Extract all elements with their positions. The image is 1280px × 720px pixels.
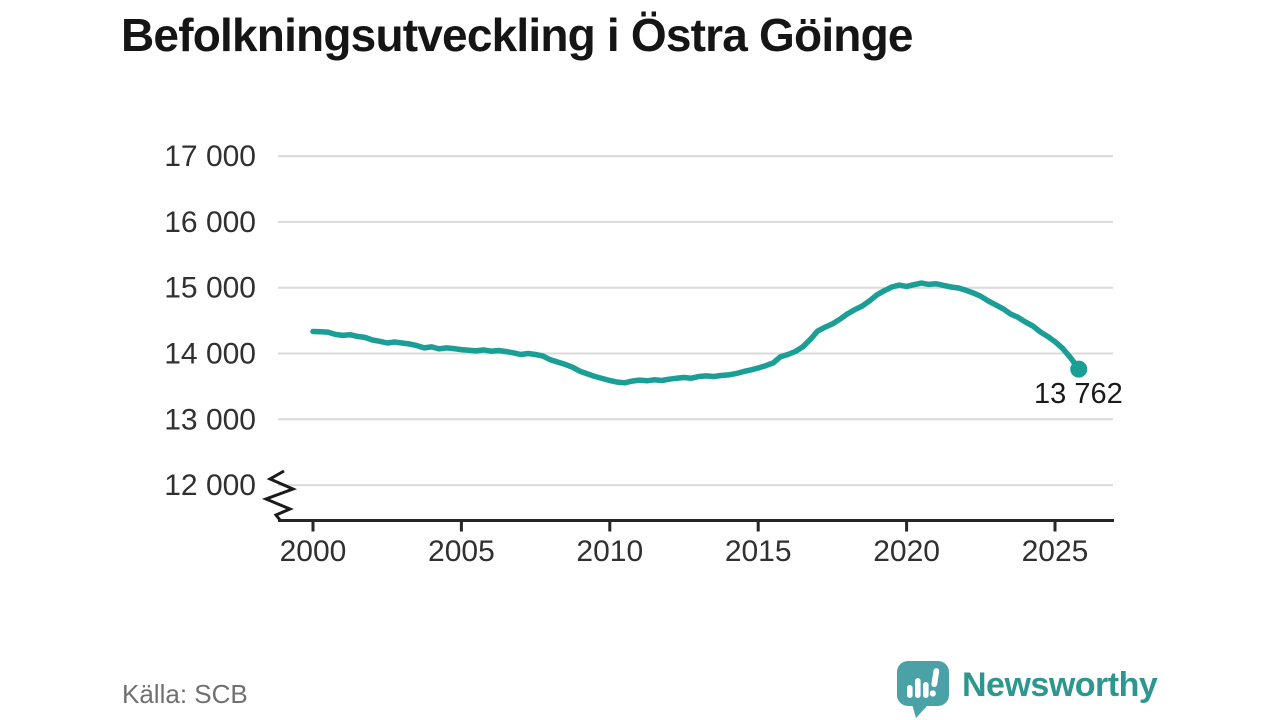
axis-break-mark [261,469,298,521]
x-axis-label: 2025 [1022,535,1089,568]
end-value-label: 13 762 [1034,378,1123,410]
x-axis-label: 2010 [576,535,643,568]
page-title: Befolkningsutveckling i Östra Göinge [121,9,913,61]
source-note: Källa: SCB [122,679,248,709]
population-series-line [310,280,1082,386]
y-axis-label: 13 000 [164,403,256,436]
x-axis-label: 2005 [428,535,495,568]
brand-name: Newsworthy [962,666,1158,704]
end-point-marker [1070,360,1088,378]
newsworthy-branding: Newsworthy [896,660,1158,718]
y-axis-label: 14 000 [164,338,256,371]
y-axis-label: 15 000 [164,272,256,305]
y-axis-label: 12 000 [164,469,256,502]
y-axis-label: 17 000 [164,140,256,173]
y-axis-label: 16 000 [164,206,256,239]
x-axis-label: 2000 [280,535,347,568]
x-axis-label: 2015 [725,535,792,568]
newsworthy-speech-bubble-barchart-icon [897,661,949,718]
x-axis-label: 2020 [873,535,940,568]
